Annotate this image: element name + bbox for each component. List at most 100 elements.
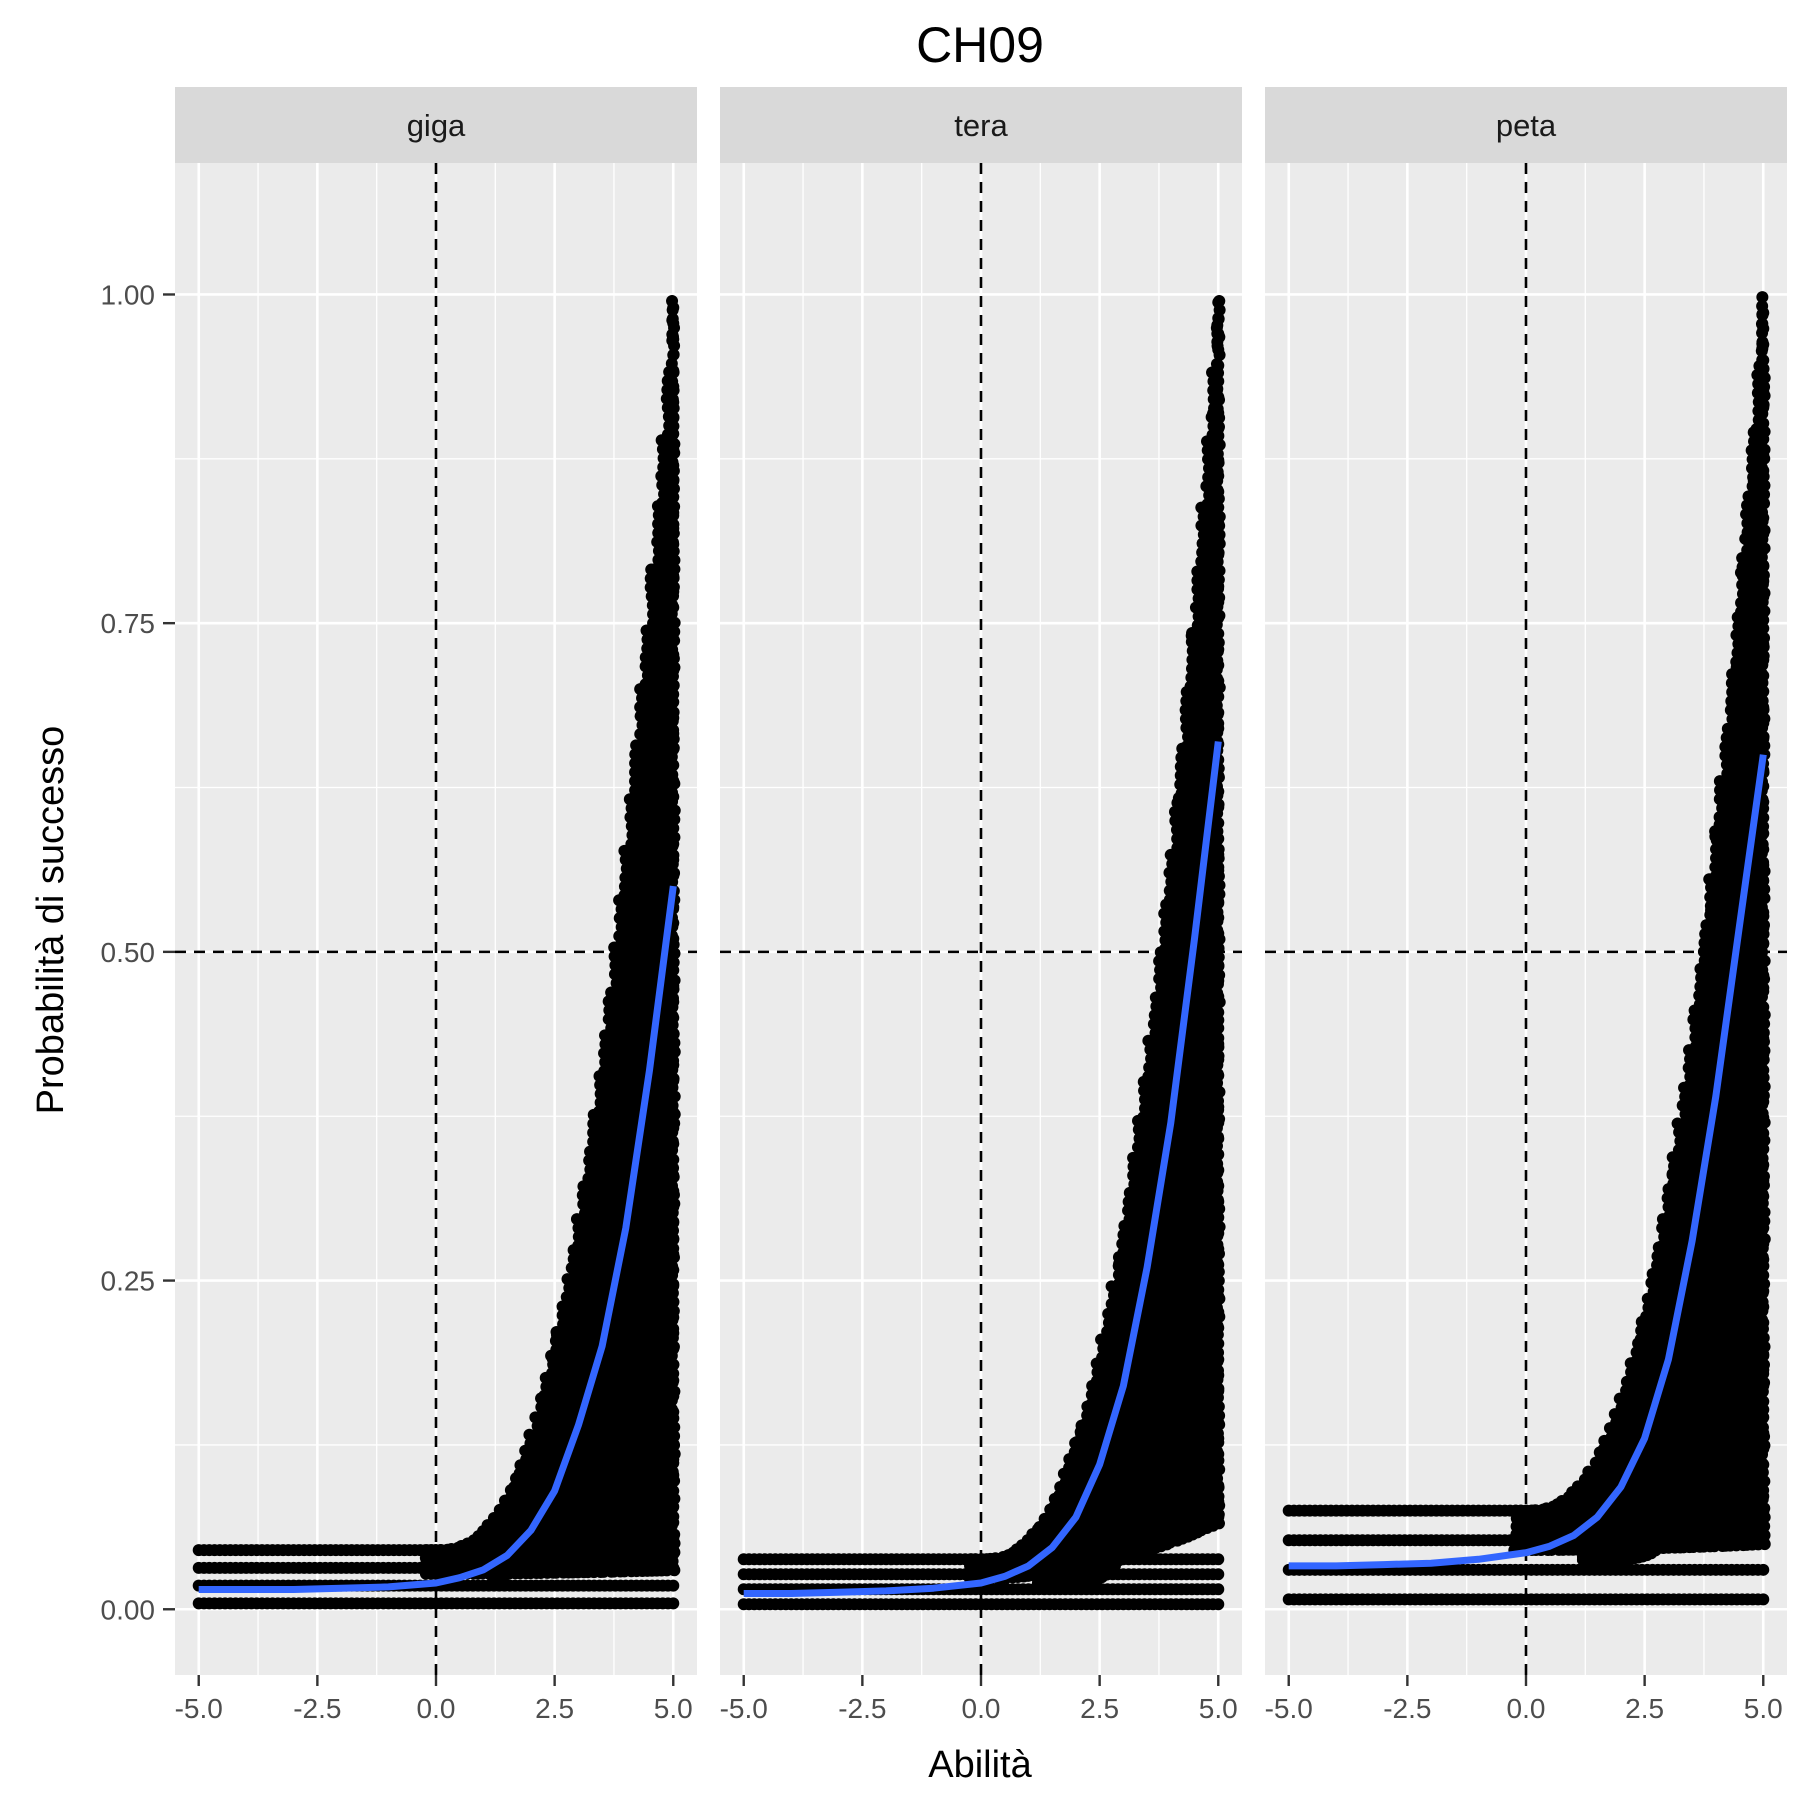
x-tick-label: 0.0: [417, 1693, 456, 1724]
data-point: [508, 1511, 521, 1524]
data-point: [1185, 796, 1198, 809]
data-point: [667, 1311, 680, 1324]
data-point: [667, 1374, 680, 1387]
data-point: [1198, 650, 1211, 663]
data-point: [1130, 1456, 1143, 1469]
data-point: [525, 1456, 538, 1469]
data-point: [667, 1153, 680, 1166]
data-point: [667, 475, 680, 488]
x-tick-label: 5.0: [654, 1693, 693, 1724]
data-point: [667, 617, 680, 630]
x-tick-label: -5.0: [175, 1693, 223, 1724]
data-point: [667, 853, 680, 866]
data-point: [667, 1137, 680, 1150]
x-tick-label: -2.5: [293, 1693, 341, 1724]
data-point: [667, 1597, 680, 1610]
data-point: [1108, 1305, 1121, 1318]
smooth-line: [198, 885, 677, 1593]
data-point: [667, 822, 680, 835]
data-point: [533, 1414, 546, 1427]
data-point: [667, 664, 680, 677]
data-point: [667, 443, 680, 456]
data-point: [667, 1548, 680, 1561]
data-point: [667, 696, 680, 709]
data-point: [667, 1406, 680, 1419]
data-point: [546, 1352, 559, 1365]
data-point: [1202, 518, 1215, 531]
data-point: [667, 1027, 680, 1040]
data-point: [667, 1327, 680, 1340]
data-point: [529, 1437, 542, 1450]
data-point: [667, 1248, 680, 1261]
data-point: [1212, 1553, 1225, 1566]
data-point: [667, 1563, 680, 1576]
data-point: [1160, 1252, 1173, 1265]
data-point: [667, 1516, 680, 1529]
data-point: [667, 538, 680, 551]
data-point: [1151, 1363, 1164, 1376]
facet-panel-tera: tera-5.0 -2.5 0.0 2.5 5.0: [720, 87, 1242, 1724]
data-point: [538, 1389, 551, 1402]
data-point: [667, 585, 680, 598]
data-point: [1104, 1347, 1117, 1360]
data-point: [1212, 1598, 1225, 1611]
data-point: [1113, 1257, 1126, 1270]
data-point: [667, 333, 680, 346]
data-point: [667, 774, 680, 787]
data-point: [667, 1216, 680, 1229]
data-point: [1212, 1583, 1225, 1596]
data-point: [667, 601, 680, 614]
data-point: [667, 632, 680, 645]
data-point: [1202, 608, 1215, 621]
data-point: [667, 317, 680, 330]
data-point: [1181, 862, 1194, 875]
data-point: [667, 569, 680, 582]
data-point: [1168, 1012, 1181, 1025]
data-point: [1194, 633, 1207, 646]
chart-title: CH09: [916, 17, 1044, 73]
data-point: [1177, 770, 1190, 783]
data-point: [667, 459, 680, 472]
data-point: [504, 1520, 517, 1533]
data-point: [667, 1279, 680, 1292]
data-point: [1130, 1391, 1143, 1404]
data-point: [667, 1421, 680, 1434]
data-point: [667, 743, 680, 756]
data-point: [1142, 1294, 1155, 1307]
data-point: [542, 1437, 555, 1450]
data-point: [1138, 1330, 1151, 1343]
data-point: [667, 1043, 680, 1056]
data-point: [1117, 1458, 1130, 1471]
data-point: [1125, 1416, 1138, 1429]
data-point: [1066, 1495, 1079, 1508]
data-point: [667, 727, 680, 740]
x-tick-label: 2.5: [535, 1693, 574, 1724]
data-point: [667, 648, 680, 661]
data-point: [512, 1500, 525, 1513]
data-point: [667, 490, 680, 503]
data-point: [1108, 1490, 1121, 1503]
data-point: [667, 948, 680, 961]
data-point: [667, 1579, 680, 1592]
data-point: [1142, 1344, 1155, 1357]
data-point: [667, 964, 680, 977]
data-point: [667, 1453, 680, 1466]
data-point: [667, 1469, 680, 1482]
data-point: [667, 1011, 680, 1024]
data-point: [525, 1506, 538, 1519]
data-point: [667, 1342, 680, 1355]
data-point: [1100, 1384, 1113, 1397]
data-point: [521, 1473, 534, 1486]
data-point: [667, 1390, 680, 1403]
data-point: [1189, 745, 1202, 758]
data-point: [667, 1232, 680, 1245]
data-point: [667, 1532, 680, 1545]
data-point: [667, 838, 680, 851]
facet-strip-label: giga: [407, 108, 466, 143]
data-point: [667, 506, 680, 519]
data-point: [1053, 1546, 1066, 1559]
data-point: [1070, 1465, 1083, 1478]
data-point: [1155, 1312, 1168, 1325]
data-point: [667, 364, 680, 377]
